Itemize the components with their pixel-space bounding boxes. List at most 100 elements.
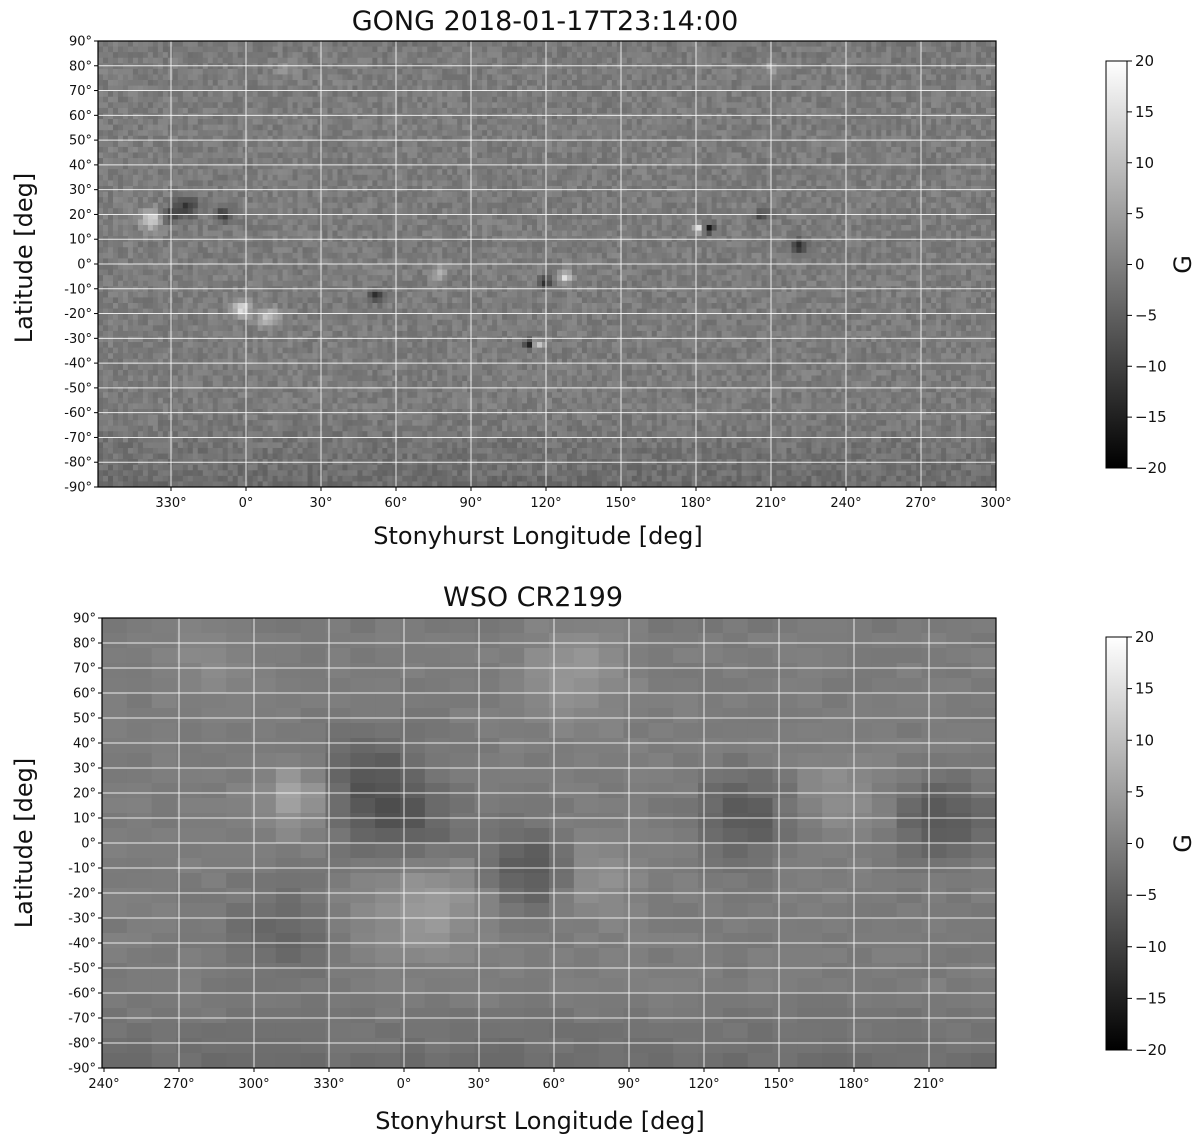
heatmap-cell — [347, 135, 353, 142]
heatmap-cell — [991, 52, 997, 59]
heatmap-cell — [432, 141, 438, 148]
heatmap-cell — [706, 57, 713, 64]
heatmap-cell — [801, 96, 807, 103]
heatmap-cell — [581, 185, 588, 192]
heatmap-cell — [956, 135, 962, 142]
heatmap-cell — [367, 130, 373, 137]
heatmap-cell — [302, 135, 308, 142]
heatmap-cell — [551, 146, 558, 153]
heatmap-cell — [492, 63, 498, 70]
heatmap-cell — [746, 191, 752, 198]
heatmap-cell — [482, 135, 488, 142]
heatmap-cell — [846, 63, 852, 70]
heatmap-cell — [462, 180, 468, 187]
heatmap-cell — [596, 85, 603, 92]
heatmap-cell — [107, 141, 114, 148]
heatmap-cell — [651, 74, 658, 81]
heatmap-cell — [237, 185, 244, 192]
heatmap-cell — [621, 169, 628, 176]
heatmap-cell — [651, 57, 658, 64]
heatmap-cell — [232, 46, 239, 53]
heatmap-cell — [267, 174, 274, 181]
heatmap-cell — [137, 119, 144, 126]
heatmap-cell — [646, 96, 653, 103]
heatmap-cell — [307, 57, 313, 64]
heatmap-cell — [576, 130, 583, 137]
heatmap-cell — [851, 130, 857, 137]
heatmap-cell — [991, 119, 997, 126]
heatmap-cell — [986, 174, 992, 181]
heatmap-cell — [596, 80, 603, 87]
heatmap-cell — [282, 113, 288, 120]
heatmap-cell — [277, 85, 283, 92]
heatmap-cell — [452, 107, 458, 114]
heatmap-cell — [731, 68, 737, 75]
heatmap-cell — [991, 107, 997, 114]
heatmap-cell — [417, 169, 423, 176]
heatmap-cell — [696, 174, 703, 181]
heatmap-cell — [377, 180, 383, 187]
heatmap-cell — [98, 124, 104, 131]
heatmap-cell — [696, 107, 703, 114]
heatmap-cell — [412, 52, 418, 59]
heatmap-cell — [127, 180, 134, 187]
heatmap-cell — [561, 152, 568, 159]
heatmap-cell — [696, 146, 703, 153]
heatmap-cell — [312, 57, 318, 64]
heatmap-cell — [497, 130, 503, 137]
heatmap-cell — [591, 169, 598, 176]
heatmap-cell — [676, 174, 683, 181]
heatmap-cell — [407, 146, 413, 153]
heatmap-cell — [272, 152, 278, 159]
heatmap-cell — [342, 46, 348, 53]
heatmap-cell — [98, 169, 104, 176]
heatmap-cell — [452, 96, 458, 103]
heatmap-cell — [786, 119, 792, 126]
heatmap-cell — [437, 46, 443, 53]
heatmap-cell — [951, 174, 957, 181]
heatmap-cell — [182, 41, 189, 47]
heatmap-cell — [691, 130, 698, 137]
heatmap-cell — [871, 174, 877, 181]
heatmap-cell — [147, 57, 154, 64]
heatmap-cell — [911, 68, 917, 75]
heatmap-cell — [951, 74, 957, 81]
heatmap-cell — [636, 85, 643, 92]
heatmap-cell — [611, 180, 618, 187]
heatmap-cell — [836, 169, 842, 176]
heatmap-cell — [372, 91, 378, 98]
heatmap-cell — [896, 180, 902, 187]
heatmap-cell — [397, 63, 403, 70]
heatmap-cell — [437, 107, 443, 114]
heatmap-cell — [721, 174, 727, 181]
heatmap-cell — [442, 46, 448, 53]
heatmap-cell — [507, 102, 513, 109]
heatmap-cell — [611, 141, 618, 148]
heatmap-cell — [267, 102, 274, 109]
heatmap-cell — [177, 191, 184, 198]
heatmap-cell — [766, 107, 772, 114]
heatmap-cell — [247, 191, 254, 198]
heatmap-cell — [916, 158, 922, 165]
heatmap-cell — [127, 141, 134, 148]
heatmap-cell — [866, 57, 872, 64]
heatmap-cell — [162, 169, 169, 176]
heatmap-cell — [172, 135, 179, 142]
heatmap-cell — [447, 52, 453, 59]
heatmap-cell — [452, 119, 458, 126]
heatmap-cell — [432, 102, 438, 109]
heatmap-cell — [701, 169, 708, 176]
heatmap-cell — [407, 85, 413, 92]
heatmap-cell — [906, 68, 912, 75]
heatmap-cell — [272, 80, 278, 87]
heatmap-cell — [851, 185, 857, 192]
heatmap-cell — [786, 169, 792, 176]
heatmap-cell — [207, 146, 214, 153]
heatmap-cell — [262, 74, 269, 81]
heatmap-cell — [791, 63, 797, 70]
heatmap-cell — [751, 107, 757, 114]
heatmap-cell — [347, 191, 353, 198]
heatmap-cell — [626, 91, 633, 98]
heatmap-cell — [746, 113, 752, 120]
heatmap-cell — [571, 169, 578, 176]
